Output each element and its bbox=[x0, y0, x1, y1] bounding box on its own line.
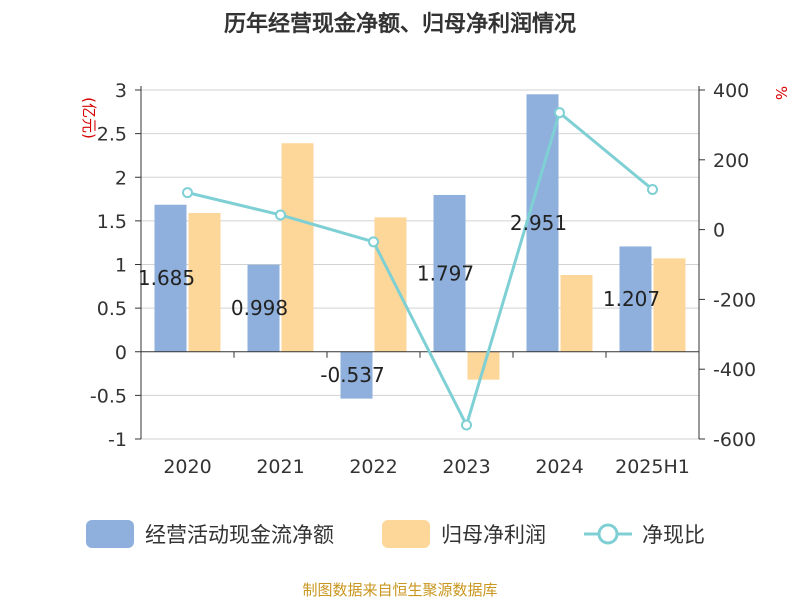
category-label: 2023 bbox=[442, 456, 490, 478]
cash-data-label: 0.998 bbox=[231, 296, 288, 320]
left-tick-label: 1.5 bbox=[97, 211, 127, 233]
category-label: 2024 bbox=[535, 456, 583, 478]
left-tick-label: -1 bbox=[108, 429, 127, 451]
legend-swatch-cash bbox=[86, 520, 134, 548]
category-labels: 2020 2021 2022 2023 2024 2025H1 bbox=[163, 456, 690, 478]
left-axis-unit: (亿元) bbox=[80, 97, 98, 139]
right-axis-unit: % bbox=[772, 86, 790, 100]
ratio-point bbox=[275, 209, 286, 221]
cash-data-label: 1.797 bbox=[417, 261, 474, 285]
axes bbox=[140, 86, 700, 439]
profit-bar bbox=[560, 274, 593, 352]
right-axis-ticks: 400 200 0 -200 -400 -600 bbox=[699, 80, 756, 451]
ratio-point bbox=[182, 187, 193, 199]
data-labels: 1.685 0.998 -0.537 1.797 2.951 1.207 bbox=[138, 211, 660, 387]
left-tick-label: 0 bbox=[115, 342, 127, 364]
legend-marker-ratio bbox=[597, 523, 619, 545]
ratio-point bbox=[647, 183, 658, 195]
ratio-line-series bbox=[182, 107, 658, 431]
profit-bar bbox=[653, 258, 686, 352]
category-label: 2021 bbox=[256, 456, 304, 478]
left-tick-label: 2.5 bbox=[97, 124, 127, 146]
left-tick-label: 2 bbox=[115, 167, 127, 189]
legend-item-cash[interactable]: 经营活动现金流净额 bbox=[86, 520, 334, 548]
cash-bar bbox=[340, 351, 373, 399]
legend-item-ratio[interactable]: 净现比 bbox=[584, 523, 705, 547]
ratio-point bbox=[554, 107, 565, 119]
cash-data-label: 1.685 bbox=[138, 266, 195, 290]
source-note: 制图数据来自恒生聚源数据库 bbox=[302, 581, 497, 599]
left-axis-ticks: 3 2.5 2 1.5 1 0.5 0 -0.5 -1 bbox=[90, 80, 141, 451]
profit-bar bbox=[374, 217, 407, 352]
legend-label-profit: 归母净利润 bbox=[441, 523, 546, 547]
cash-data-label: 1.207 bbox=[603, 287, 660, 311]
grid-lines bbox=[141, 89, 699, 440]
profit-bar bbox=[188, 213, 221, 352]
cash-bar bbox=[247, 264, 280, 352]
left-tick-label: 0.5 bbox=[97, 298, 127, 320]
right-tick-label: -600 bbox=[713, 429, 756, 451]
cash-bar bbox=[433, 194, 466, 352]
category-label: 2025H1 bbox=[615, 456, 690, 478]
cash-data-label: 2.951 bbox=[510, 211, 567, 235]
right-tick-label: -200 bbox=[713, 289, 756, 311]
right-tick-label: 400 bbox=[713, 80, 749, 102]
chart-title: 历年经营现金净额、归母净利润情况 bbox=[224, 11, 576, 37]
right-tick-label: 200 bbox=[713, 150, 749, 172]
profit-bar bbox=[281, 143, 314, 352]
category-label: 2022 bbox=[349, 456, 397, 478]
ratio-line bbox=[187, 110, 654, 430]
cash-bar bbox=[619, 246, 652, 352]
cash-data-label: -0.537 bbox=[320, 363, 384, 387]
category-label: 2020 bbox=[163, 456, 211, 478]
legend: 经营活动现金流净额 归母净利润 净现比 bbox=[86, 520, 705, 548]
ratio-point bbox=[461, 419, 472, 431]
left-tick-label: 1 bbox=[115, 255, 127, 277]
ratio-point bbox=[368, 236, 379, 248]
bar-series bbox=[154, 94, 686, 399]
left-tick-label: 3 bbox=[115, 80, 127, 102]
right-tick-label: 0 bbox=[713, 220, 725, 242]
legend-item-profit[interactable]: 归母净利润 bbox=[382, 520, 546, 548]
left-tick-label: -0.5 bbox=[90, 385, 127, 407]
legend-swatch-profit bbox=[382, 520, 430, 548]
legend-label-ratio: 净现比 bbox=[642, 523, 705, 547]
legend-label-cash: 经营活动现金流净额 bbox=[145, 523, 334, 547]
right-tick-label: -400 bbox=[713, 359, 756, 381]
cash-bar bbox=[154, 204, 187, 352]
